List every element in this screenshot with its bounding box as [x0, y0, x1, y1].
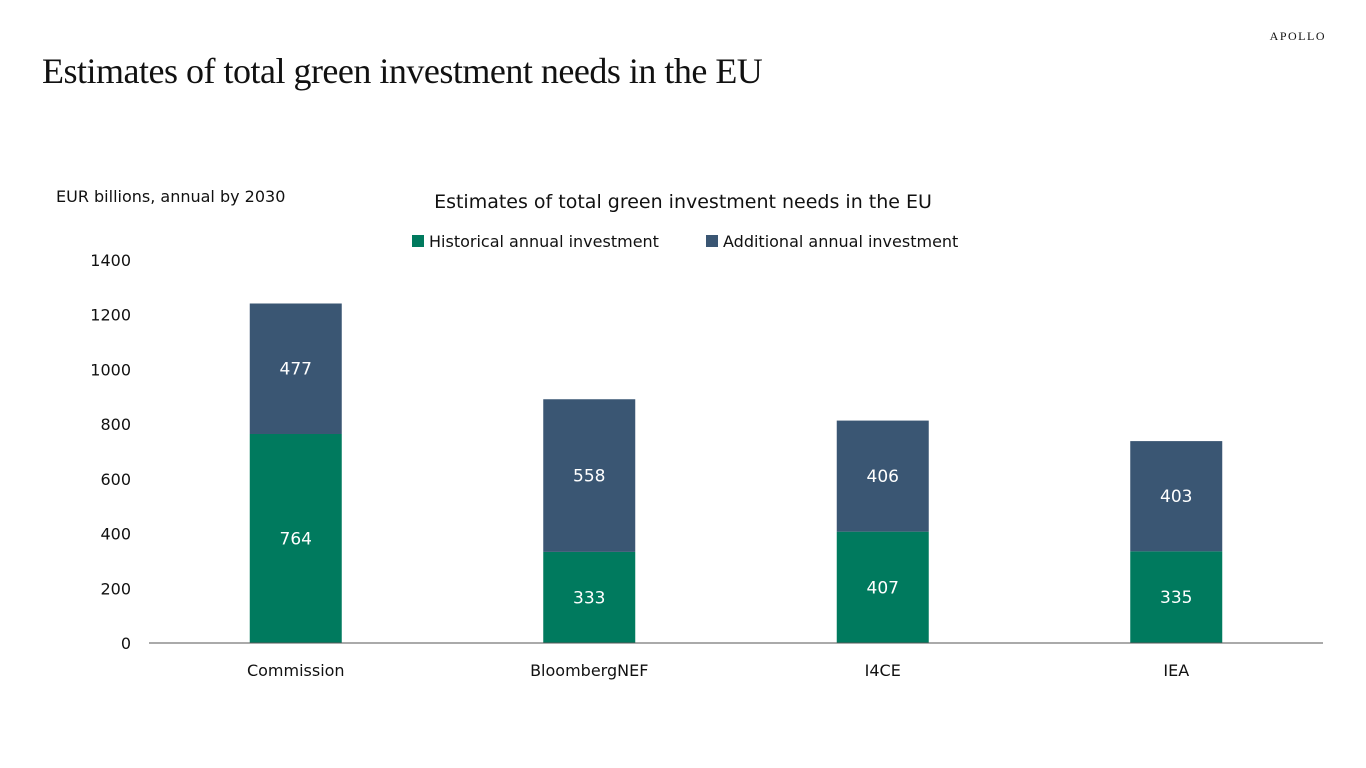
x-tick-label: BloombergNEF	[530, 661, 648, 680]
slide-title: Estimates of total green investment need…	[42, 51, 763, 91]
bar-segment	[543, 399, 636, 552]
y-tick-label: 1400	[90, 251, 131, 270]
bar-segment	[1130, 441, 1223, 552]
y-tick-label: 1200	[90, 306, 131, 325]
y-tick-label: 800	[100, 415, 131, 434]
chart-title: Estimates of total green investment need…	[434, 191, 932, 213]
data-label: 333	[573, 588, 605, 608]
y-tick-label: 600	[100, 470, 131, 489]
legend-swatch	[412, 235, 424, 247]
data-label: 406	[867, 467, 899, 487]
y-tick-label: 200	[100, 579, 131, 598]
brand-logo: APOLLO	[1269, 29, 1326, 43]
y-axis-label: EUR billions, annual by 2030	[56, 187, 285, 206]
legend: Historical annual investment Additional a…	[412, 232, 958, 251]
bar-segment	[836, 531, 929, 643]
y-tick-label: 400	[100, 525, 131, 544]
data-label: 403	[1160, 487, 1192, 507]
data-label: 407	[867, 578, 899, 598]
bar-segment	[249, 303, 342, 434]
x-tick-label: I4CE	[865, 661, 901, 680]
legend-swatch	[706, 235, 718, 247]
x-tick-label: IEA	[1163, 661, 1189, 680]
data-label: 335	[1160, 588, 1192, 608]
y-tick-label: 1000	[90, 360, 131, 379]
bar-segment	[836, 420, 929, 532]
data-label: 558	[573, 467, 605, 487]
data-label: 477	[280, 360, 312, 380]
legend-label: Additional annual investment	[723, 232, 958, 251]
bar-segment	[249, 433, 342, 643]
y-tick-label: 0	[121, 634, 131, 653]
x-axis: Commission BloombergNEF I4CE IEA	[247, 661, 1189, 680]
x-tick-label: Commission	[247, 661, 345, 680]
bar-segment	[543, 551, 636, 643]
legend-label: Historical annual investment	[429, 232, 659, 251]
y-axis: 0 200 400 600 800 1000 1200 1400	[90, 251, 131, 653]
bar-segment	[1130, 551, 1223, 643]
data-label: 764	[280, 529, 312, 549]
bars: 764 477 333 558 407 406 335 403	[249, 303, 1223, 643]
